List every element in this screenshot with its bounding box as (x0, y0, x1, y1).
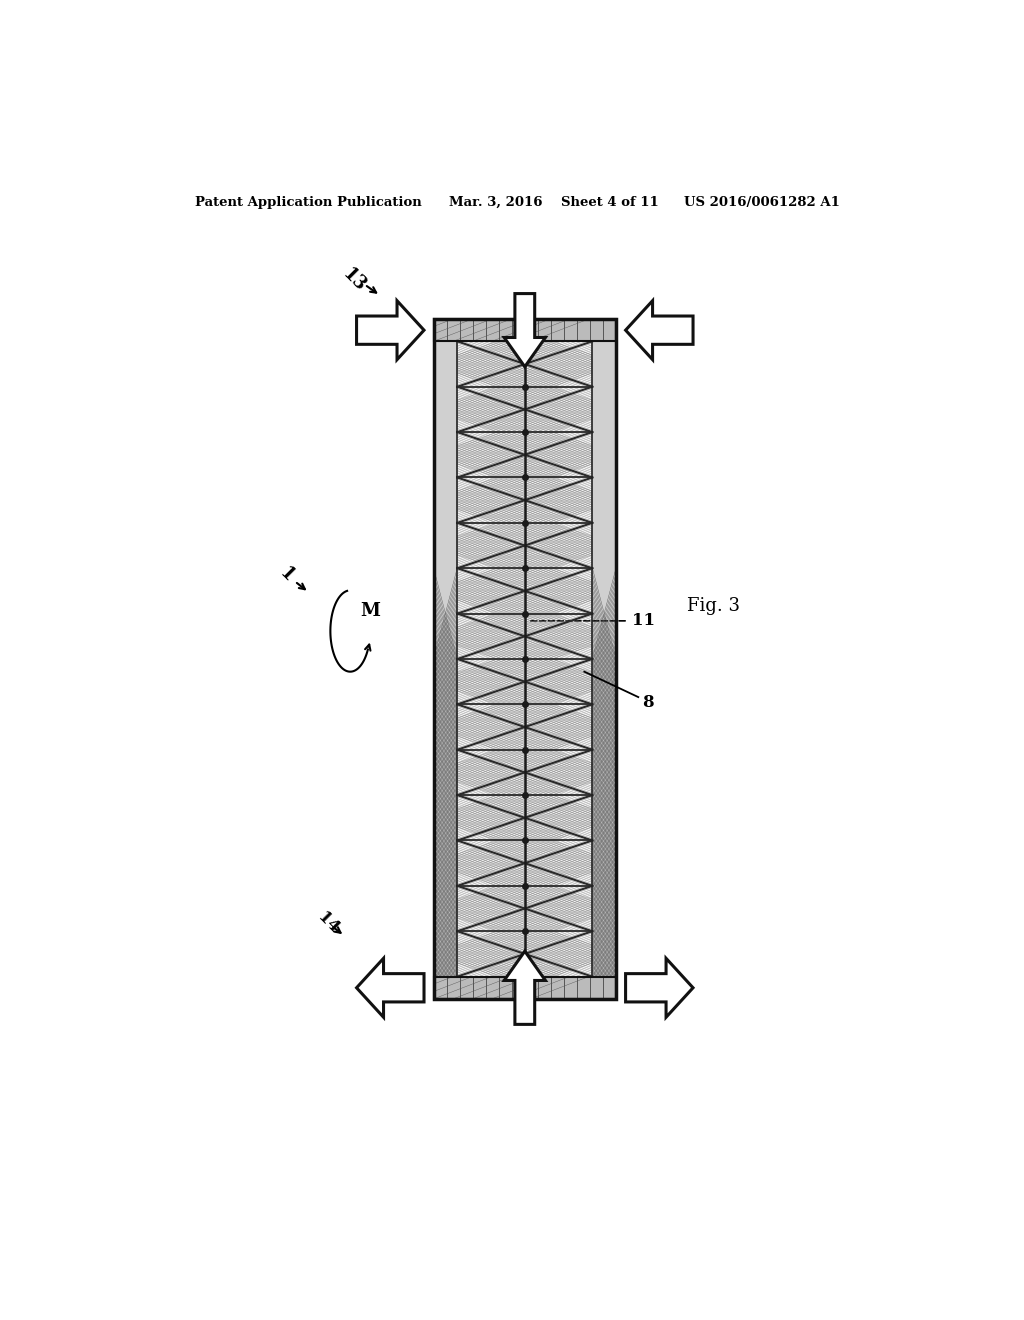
Polygon shape (356, 301, 424, 359)
Polygon shape (504, 293, 546, 367)
Bar (433, 342, 458, 977)
Bar (592, 342, 616, 977)
Text: 1: 1 (275, 565, 298, 586)
Text: Fig. 3: Fig. 3 (687, 597, 740, 615)
Polygon shape (356, 958, 424, 1018)
Text: 11: 11 (632, 612, 655, 630)
Bar (433, 319, 616, 342)
Text: 8: 8 (642, 694, 654, 710)
Text: Patent Application Publication: Patent Application Publication (196, 195, 422, 209)
Bar (433, 977, 616, 999)
Polygon shape (504, 952, 546, 1024)
Polygon shape (626, 301, 693, 359)
Bar (458, 342, 592, 977)
Bar (433, 342, 458, 977)
Bar (433, 977, 616, 999)
Text: US 2016/0061282 A1: US 2016/0061282 A1 (684, 195, 840, 209)
Text: Mar. 3, 2016: Mar. 3, 2016 (450, 195, 543, 209)
Polygon shape (626, 958, 693, 1018)
Text: Sheet 4 of 11: Sheet 4 of 11 (560, 195, 658, 209)
Bar (433, 319, 616, 999)
Text: M: M (360, 602, 380, 619)
Text: 13: 13 (339, 265, 370, 296)
Text: 14: 14 (313, 908, 342, 937)
Bar (433, 319, 616, 342)
Bar (592, 342, 616, 977)
